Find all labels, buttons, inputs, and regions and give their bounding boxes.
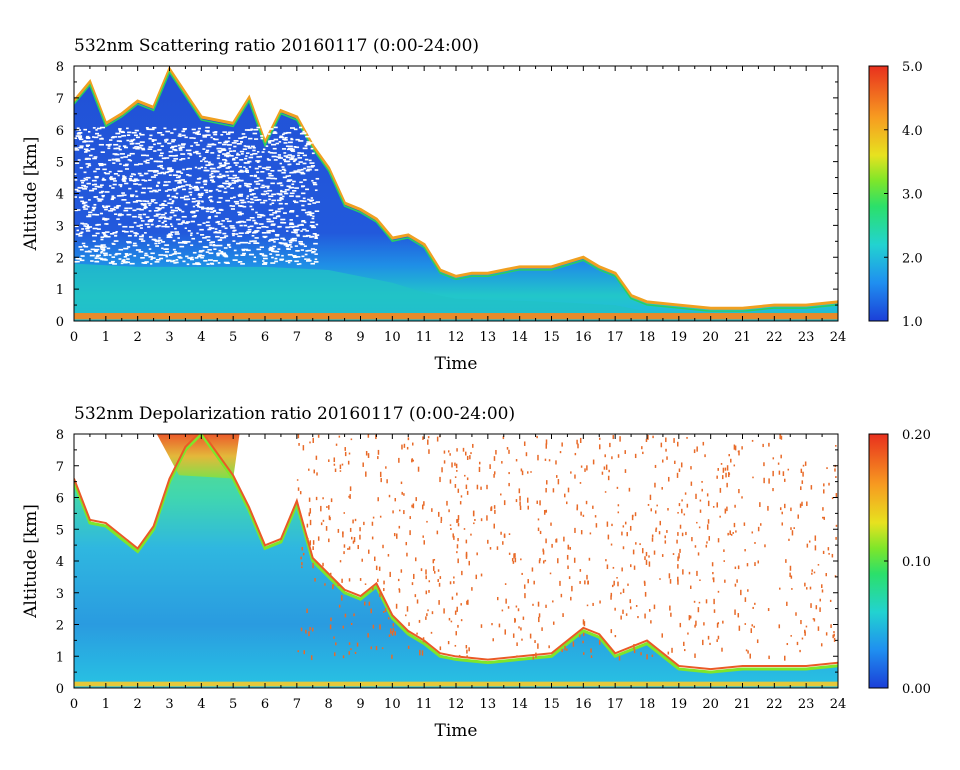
x-tick-label: 18	[639, 330, 656, 345]
x-axis-label: Time	[435, 721, 478, 741]
y-tick-label: 4	[56, 555, 64, 570]
y-tick-label: 7	[56, 460, 64, 475]
x-tick-label: 2	[134, 330, 142, 345]
y-axis: 0 1 2 3 4 5 6 7 8	[56, 428, 838, 697]
x-tick-label: 0	[70, 330, 78, 345]
x-axis: 0 1 2 3 4 5 6 7 8 9 10 11 12 13 14 15 16 17 18 19 20 21 22 23 24	[70, 434, 846, 712]
colorbar-tick-label: 0.00	[902, 682, 931, 697]
x-tick-label: 24	[830, 697, 847, 712]
x-tick-label: 9	[356, 330, 364, 345]
x-tick-label: 22	[766, 330, 783, 345]
chart-panel-2: 0 1 2 3 4 5 6 7 8 9 10 11 12 13 14 15 16 17 18 19 20 21 22 23 24…	[21, 404, 931, 741]
x-tick-label: 10	[384, 330, 401, 345]
signal-region	[74, 434, 838, 688]
chart-title: 532nm Scattering ratio 20160117 (0:00-24…	[74, 36, 479, 56]
cloud-edge-inner	[74, 70, 838, 312]
colorbar-tick-label: 5.0	[902, 60, 923, 75]
plot-area	[74, 434, 838, 688]
x-tick-label: 19	[671, 330, 688, 345]
x-tick-label: 17	[607, 697, 624, 712]
y-tick-label: 5	[56, 156, 64, 171]
y-tick-label: 3	[56, 587, 64, 602]
x-tick-label: 14	[511, 330, 528, 345]
x-tick-label: 16	[575, 697, 592, 712]
y-tick-label: 2	[56, 619, 64, 634]
x-tick-label: 5	[229, 697, 237, 712]
cloud-edge	[74, 66, 838, 310]
x-tick-label: 13	[480, 697, 497, 712]
y-tick-label: 7	[56, 92, 64, 107]
colorbar: 1.0 2.0 3.0 4.0 5.0	[868, 60, 923, 330]
y-tick-label: 2	[56, 251, 64, 266]
plot-area	[74, 66, 838, 321]
y-axis: 0 1 2 3 4 5 6 7 8	[56, 60, 838, 330]
x-tick-label: 6	[261, 330, 269, 345]
boundary-layer	[74, 263, 838, 321]
colorbar-tick-label: 0.10	[902, 555, 931, 570]
x-tick-label: 4	[197, 697, 205, 712]
y-tick-label: 4	[56, 188, 64, 203]
colorbar: 0.00 0.10 0.20	[868, 428, 931, 697]
colorbar-tick-label: 0.20	[902, 428, 931, 443]
x-tick-label: 16	[575, 330, 592, 345]
y-tick-label: 0	[56, 682, 64, 697]
x-tick-label: 20	[702, 330, 719, 345]
y-tick-label: 1	[56, 650, 64, 665]
x-tick-label: 5	[229, 330, 237, 345]
x-tick-label: 14	[511, 697, 528, 712]
colorbar-tick-label: 4.0	[902, 124, 923, 139]
x-tick-label: 4	[197, 330, 205, 345]
y-tick-label: 0	[56, 315, 64, 330]
x-tick-label: 8	[325, 697, 333, 712]
chart-title: 532nm Depolarization ratio 20160117 (0:0…	[74, 404, 515, 424]
x-tick-label: 18	[639, 697, 656, 712]
x-tick-label: 7	[293, 697, 301, 712]
cloud-edge-outer	[74, 434, 838, 671]
y-tick-label: 3	[56, 219, 64, 234]
x-tick-label: 10	[384, 697, 401, 712]
x-tick-label: 11	[416, 330, 433, 345]
colorbar-tick-label: 3.0	[902, 188, 923, 203]
y-tick-label: 1	[56, 283, 64, 298]
x-tick-label: 20	[702, 697, 719, 712]
y-tick-label: 8	[56, 60, 64, 75]
colorbar-tick-label: 2.0	[902, 251, 923, 266]
x-tick-label: 19	[671, 697, 688, 712]
x-tick-label: 1	[102, 697, 110, 712]
x-tick-label: 8	[325, 330, 333, 345]
x-tick-label: 11	[416, 697, 433, 712]
x-tick-label: 24	[830, 330, 847, 345]
x-tick-label: 6	[261, 697, 269, 712]
x-tick-label: 3	[165, 330, 173, 345]
x-axis-label: Time	[435, 354, 478, 374]
x-tick-label: 15	[543, 330, 560, 345]
y-tick-label: 6	[56, 492, 64, 507]
x-axis: 0 1 2 3 4 5 6 7 8 9 10 11 12 13 14 15 16 17 18 19 20 21 22 23 24	[70, 66, 846, 345]
y-tick-label: 8	[56, 428, 64, 443]
y-tick-label: 6	[56, 124, 64, 139]
x-tick-label: 13	[480, 330, 497, 345]
x-tick-label: 0	[70, 697, 78, 712]
x-tick-label: 7	[293, 330, 301, 345]
x-tick-label: 21	[734, 330, 751, 345]
chart-panel-1: 0 1 2 3 4 5 6 7 8 9 10 11 12 13 14 15 16 17 18 19 20 21 22 23 24…	[21, 36, 923, 374]
x-tick-label: 3	[165, 697, 173, 712]
x-tick-label: 12	[448, 330, 465, 345]
x-tick-label: 9	[356, 697, 364, 712]
x-tick-label: 12	[448, 697, 465, 712]
x-tick-label: 23	[798, 330, 815, 345]
x-tick-label: 22	[766, 697, 783, 712]
x-tick-label: 1	[102, 330, 110, 345]
x-tick-label: 15	[543, 697, 560, 712]
x-tick-label: 21	[734, 697, 751, 712]
y-axis-label: Altitude [km]	[21, 137, 41, 252]
x-tick-label: 23	[798, 697, 815, 712]
x-tick-label: 2	[134, 697, 142, 712]
colorbar-tick-label: 1.0	[902, 315, 923, 330]
y-axis-label: Altitude [km]	[21, 504, 41, 619]
x-tick-label: 17	[607, 330, 624, 345]
y-tick-label: 5	[56, 523, 64, 538]
